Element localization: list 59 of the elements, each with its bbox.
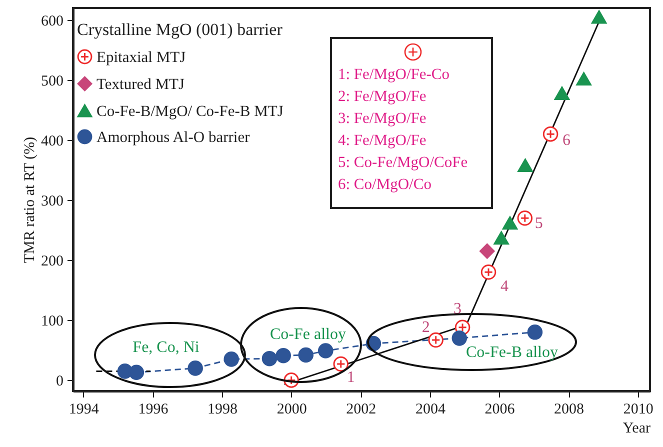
- x-tick-label: 1994: [68, 402, 100, 418]
- point: [224, 352, 240, 367]
- annotation: 3: [454, 300, 462, 318]
- point: [576, 72, 592, 86]
- annotation: 2: Fe/MgO/Fe: [338, 87, 428, 107]
- legend-label: Amorphous Al-O barrier: [96, 128, 251, 146]
- y-tick-label: 500: [41, 74, 64, 90]
- x-tick-label: 2002: [346, 402, 376, 418]
- x-axis-title: Year: [622, 420, 650, 436]
- point: [542, 126, 558, 142]
- annotation: 4: Fe/MgO/Fe: [338, 131, 428, 151]
- point: [518, 158, 533, 172]
- point: [480, 264, 496, 280]
- point: [494, 231, 509, 245]
- annotation: Fe, Co, Ni: [132, 339, 200, 357]
- annotation: 5: [534, 215, 543, 232]
- point: [276, 348, 291, 364]
- point: [188, 360, 203, 376]
- point: [554, 86, 570, 100]
- x-tick-label: 2008: [554, 402, 584, 418]
- x-tick-label: 1998: [208, 402, 238, 418]
- legend-label: Co-Fe-B/MgO/ Co-Fe-B MTJ: [96, 102, 284, 120]
- point: [128, 364, 144, 380]
- point: [333, 356, 349, 372]
- annotation: 6: Co/MgO/Co: [338, 175, 432, 195]
- point: [452, 330, 468, 346]
- point: [318, 343, 334, 358]
- point: [591, 10, 607, 24]
- annotation: 6: [562, 132, 571, 150]
- legend-label: Textured MTJ: [96, 76, 185, 93]
- point: [428, 332, 444, 348]
- point: [479, 243, 495, 259]
- x-tick-label: 2000: [276, 402, 307, 418]
- annotation: Co-Fe-B alloy: [466, 344, 558, 362]
- annotation: Co-Fe alloy: [270, 326, 346, 344]
- point: [527, 324, 543, 340]
- y-axis-title: TMR ratio at RT (%): [22, 136, 38, 264]
- x-tick-label: 2006: [484, 402, 516, 418]
- annotation: 1: Fe/MgO/Fe-Co: [338, 65, 451, 85]
- x-tick-label: 2004: [415, 402, 446, 418]
- point: [517, 210, 533, 226]
- y-tick-label: 200: [41, 254, 64, 270]
- annotation: 2: [422, 318, 430, 336]
- y-tick-label: 100: [41, 314, 64, 330]
- y-tick-label: 300: [41, 194, 64, 210]
- x-tick-label: 2010: [623, 402, 654, 418]
- annotation: 3: Fe/MgO/Fe: [338, 109, 428, 129]
- legend-title: Crystalline MgO (001) barrier: [77, 20, 283, 39]
- point: [502, 216, 518, 230]
- legend-label: Epitaxial MTJ: [96, 48, 186, 66]
- y-tick-label: 400: [41, 134, 64, 150]
- annotation: 4: [500, 278, 509, 296]
- point: [262, 350, 278, 366]
- y-tick-label: 600: [41, 14, 64, 30]
- y-tick-label: 0: [56, 374, 64, 390]
- point: [298, 347, 314, 363]
- annotation: 1: [346, 368, 355, 386]
- annotation: 5: Co-Fe/MgO/CoFe: [338, 153, 469, 173]
- x-tick-label: 1996: [138, 402, 169, 418]
